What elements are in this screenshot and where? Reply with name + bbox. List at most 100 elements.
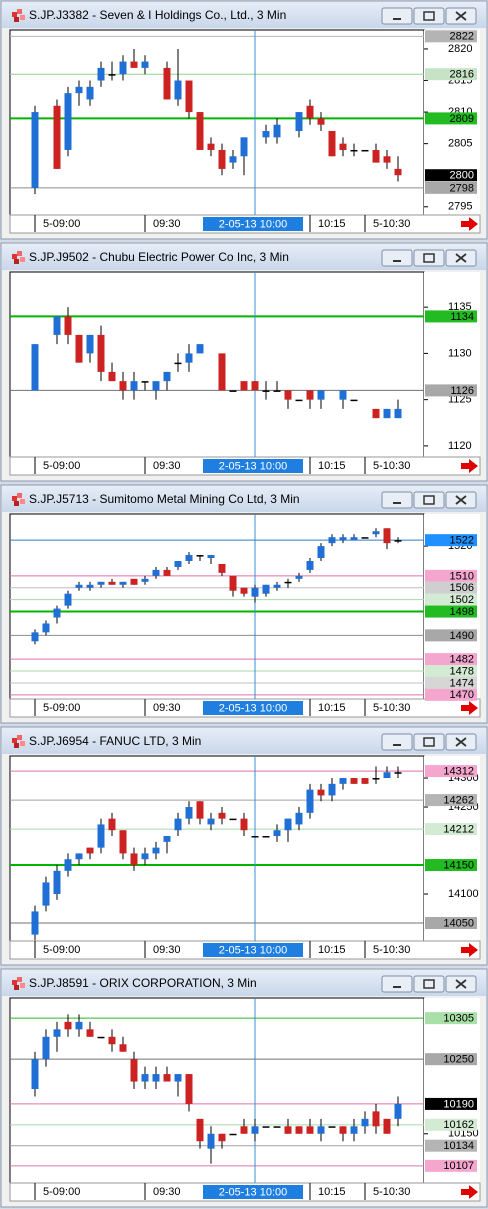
candle-body xyxy=(196,112,204,150)
x-tick-label: 09:30 xyxy=(153,944,181,956)
candle-body xyxy=(240,818,248,831)
candle-body xyxy=(196,801,204,819)
candle-body xyxy=(229,1133,237,1136)
candle-body xyxy=(174,560,182,567)
level-label: 10305 xyxy=(443,1013,474,1025)
candle-body xyxy=(394,408,402,419)
maximize-button[interactable] xyxy=(413,975,445,993)
x-tick-label: 5-09:00 xyxy=(43,702,80,714)
candle-body xyxy=(317,1126,325,1134)
level-label: 10190 xyxy=(443,1098,474,1110)
scroll-arrow[interactable] xyxy=(461,459,478,473)
candle-body xyxy=(108,74,116,76)
close-button[interactable] xyxy=(445,733,477,751)
candle-body xyxy=(31,632,39,642)
level-label: 1510 xyxy=(450,570,474,582)
window-title: S.JP.J6954 - FANUC LTD, 3 Min xyxy=(29,734,201,748)
scroll-arrow[interactable] xyxy=(461,943,478,957)
candle-body xyxy=(53,870,61,895)
candle-body xyxy=(86,847,94,854)
candle-body xyxy=(174,362,182,365)
close-button[interactable] xyxy=(445,249,477,267)
crosshair-box xyxy=(203,459,303,473)
candle-body xyxy=(163,1074,171,1082)
icon-cell xyxy=(17,251,22,256)
maximize-button[interactable] xyxy=(413,249,445,267)
close-button[interactable] xyxy=(445,7,477,25)
candle-body xyxy=(295,812,303,825)
candle-body xyxy=(75,584,83,588)
candle-body xyxy=(295,112,303,132)
candle-body xyxy=(141,853,149,860)
scroll-arrow[interactable] xyxy=(461,1185,478,1199)
glyph xyxy=(393,502,401,504)
icon-cell xyxy=(14,17,19,22)
candle-body xyxy=(207,555,215,559)
level-label: 1134 xyxy=(450,311,474,323)
glyph xyxy=(423,737,435,747)
scroll-arrow[interactable] xyxy=(461,217,478,231)
candle-body xyxy=(328,131,336,157)
x-tick-label: 10:15 xyxy=(318,218,346,230)
level-label: 1522 xyxy=(450,535,474,547)
minimize-button[interactable] xyxy=(381,733,413,751)
x-tick-label: 5-10:30 xyxy=(373,460,410,472)
minimize-button[interactable] xyxy=(381,491,413,509)
candle-body xyxy=(394,772,402,774)
scroll-arrow[interactable] xyxy=(461,701,478,715)
level-box xyxy=(425,794,477,807)
candle-body xyxy=(306,789,314,813)
close-button[interactable] xyxy=(445,491,477,509)
close-button[interactable] xyxy=(445,975,477,993)
candle-body xyxy=(284,581,292,584)
candle-body xyxy=(361,149,369,152)
minimize-button[interactable] xyxy=(381,249,413,267)
candle-body xyxy=(383,1118,391,1134)
candle-body xyxy=(317,118,325,125)
level-box xyxy=(425,859,477,872)
candle-body xyxy=(174,818,182,831)
glyph xyxy=(393,260,401,262)
maximize-button[interactable] xyxy=(413,491,445,509)
maximize-button[interactable] xyxy=(413,733,445,751)
window-title: S.JP.J5713 - Sumitomo Metal Mining Co Lt… xyxy=(29,492,300,506)
glyph xyxy=(423,11,435,21)
chart-window: S.JP.J9502 - Chubu Electric Power Co Inc… xyxy=(0,242,488,482)
icon-cell xyxy=(12,496,17,501)
icon-cell xyxy=(12,980,17,985)
candle-body xyxy=(350,149,358,152)
minimize-button[interactable] xyxy=(381,975,413,993)
minimize-button[interactable] xyxy=(381,7,413,25)
level-box xyxy=(425,181,477,194)
y-tick-label: 2820 xyxy=(448,43,472,55)
candle-body xyxy=(229,390,237,392)
crosshair-box xyxy=(203,943,303,957)
candle-body xyxy=(317,390,325,400)
glyph xyxy=(455,737,467,747)
level-box xyxy=(425,569,477,582)
glyph xyxy=(423,979,435,989)
candle-body xyxy=(97,1036,105,1039)
level-box xyxy=(425,310,477,323)
candle-body xyxy=(53,316,61,335)
candle-body xyxy=(108,371,116,382)
level-box xyxy=(425,30,477,43)
level-label: 1498 xyxy=(450,606,474,618)
maximize-button[interactable] xyxy=(413,7,445,25)
candle-body xyxy=(383,528,391,544)
level-label: 1482 xyxy=(450,654,474,666)
x-tick-label: 09:30 xyxy=(153,1186,181,1198)
crosshair-label: 2-05-13 10:00 xyxy=(219,702,288,714)
glyph xyxy=(455,11,467,21)
candle-body xyxy=(251,587,259,597)
candle-body xyxy=(273,584,281,588)
candle-body xyxy=(339,1126,347,1134)
button-face xyxy=(413,7,445,25)
candle-body xyxy=(262,390,270,392)
candle-body xyxy=(284,1126,292,1134)
y-tick-label: 14100 xyxy=(448,888,479,900)
icon-cell xyxy=(14,985,19,990)
candle-body xyxy=(350,778,358,784)
candle-body xyxy=(295,1126,303,1134)
candle-body xyxy=(262,131,270,138)
